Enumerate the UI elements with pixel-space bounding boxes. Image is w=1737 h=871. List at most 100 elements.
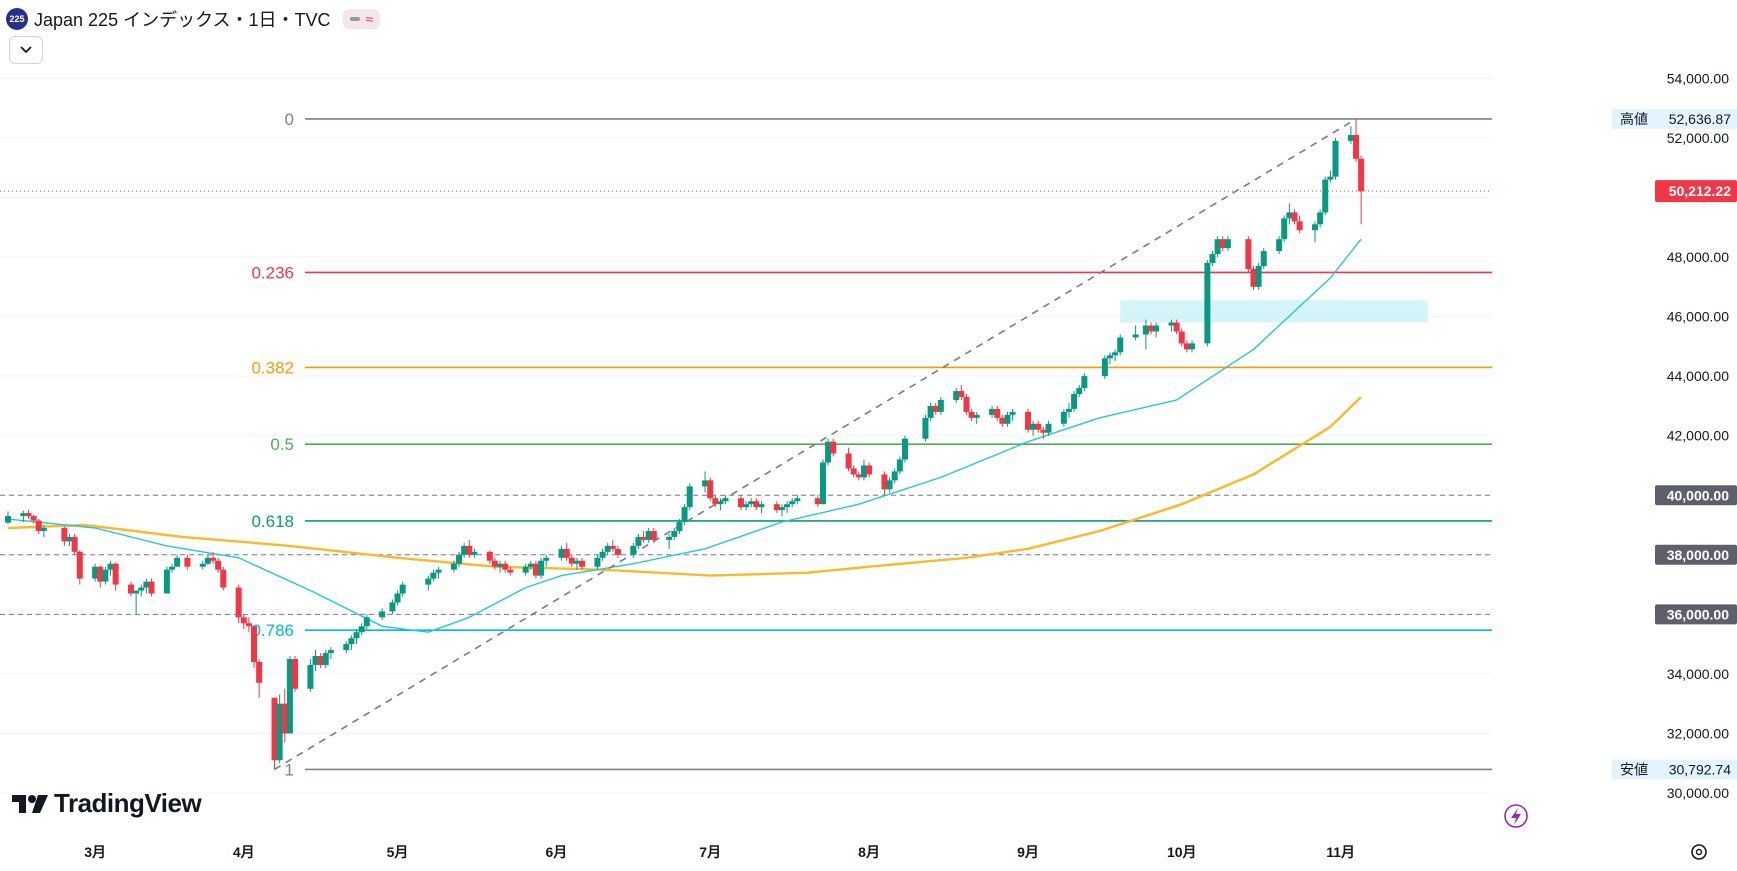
candle-body bbox=[1296, 221, 1303, 231]
candle bbox=[999, 414, 1006, 427]
candle bbox=[778, 504, 785, 517]
candle bbox=[25, 509, 32, 520]
candle-body bbox=[825, 441, 832, 463]
candle bbox=[819, 459, 826, 505]
candle-body bbox=[922, 417, 929, 439]
candle bbox=[102, 566, 109, 585]
candle-body bbox=[1132, 334, 1139, 338]
candle-body bbox=[1009, 411, 1016, 415]
candle bbox=[538, 557, 545, 579]
gear-ring bbox=[1691, 844, 1707, 860]
price-axis-label: 54,000.00 bbox=[1667, 70, 1729, 86]
candle-body bbox=[989, 408, 996, 415]
candle-body bbox=[327, 650, 334, 654]
candle bbox=[953, 388, 960, 403]
candle bbox=[204, 554, 211, 566]
candle bbox=[143, 578, 150, 594]
candle-body bbox=[609, 545, 616, 549]
candle-body bbox=[1327, 176, 1334, 180]
price-axis-label: 30,000.00 bbox=[1667, 785, 1729, 801]
candle bbox=[1147, 322, 1154, 335]
candle-body bbox=[1147, 325, 1154, 332]
candle-body bbox=[1188, 343, 1195, 350]
time-axis-label: 5月 bbox=[387, 844, 409, 860]
candle bbox=[866, 462, 873, 478]
candle bbox=[1286, 203, 1293, 225]
candle bbox=[1332, 137, 1339, 180]
candle-body bbox=[630, 545, 637, 555]
candle-body bbox=[558, 548, 565, 558]
candle bbox=[435, 566, 442, 579]
candle bbox=[276, 694, 283, 764]
candle-body bbox=[30, 516, 37, 521]
candle-body bbox=[814, 498, 821, 505]
price-axis-label: 42,000.00 bbox=[1667, 428, 1729, 444]
candle bbox=[497, 560, 504, 573]
candle bbox=[568, 554, 575, 567]
candle bbox=[958, 385, 965, 400]
chart-title[interactable]: Japan 225 インデックス・1日・TVC bbox=[34, 10, 331, 30]
candle-body bbox=[107, 563, 114, 570]
round-level-tag-label: 40,000.00 bbox=[1667, 487, 1729, 503]
candle-body bbox=[686, 486, 693, 508]
candle-body bbox=[994, 408, 1001, 418]
candle-body bbox=[245, 623, 252, 627]
symbol-badge[interactable]: 225 bbox=[6, 8, 28, 30]
candle-body bbox=[163, 569, 170, 594]
low-marker-value: 30,792.74 bbox=[1669, 761, 1731, 777]
candle bbox=[1317, 209, 1324, 228]
candle bbox=[1296, 215, 1303, 234]
candle-body bbox=[1060, 411, 1067, 424]
candle-body bbox=[1358, 158, 1365, 192]
candle bbox=[1142, 319, 1149, 350]
ma-long-line bbox=[7, 396, 1362, 577]
candle bbox=[1224, 236, 1231, 252]
candle-body bbox=[753, 501, 760, 508]
candle-body bbox=[317, 656, 324, 665]
candle-body bbox=[1173, 322, 1180, 332]
candle bbox=[312, 650, 319, 671]
candle-body bbox=[671, 530, 678, 537]
candle-body bbox=[1209, 254, 1216, 264]
candle bbox=[845, 447, 852, 472]
candle bbox=[599, 548, 606, 561]
candle-body bbox=[860, 465, 867, 478]
candle bbox=[486, 550, 493, 564]
lightning-event-icon[interactable] bbox=[1504, 804, 1528, 828]
candle-body bbox=[773, 504, 780, 511]
fib-level-label: 0.382 bbox=[251, 358, 294, 377]
candle-body bbox=[1353, 134, 1360, 159]
candle-body bbox=[1219, 239, 1226, 249]
candle bbox=[650, 528, 657, 543]
candle bbox=[989, 405, 996, 418]
candle-body bbox=[1071, 394, 1078, 409]
candle-body bbox=[958, 391, 965, 397]
candle bbox=[502, 560, 509, 573]
candle-body bbox=[717, 501, 724, 505]
candle-body bbox=[102, 569, 109, 582]
price-axis-label: 46,000.00 bbox=[1667, 309, 1729, 325]
candle-body bbox=[358, 626, 365, 633]
candle bbox=[76, 550, 83, 585]
candle bbox=[456, 551, 463, 567]
candle bbox=[240, 614, 247, 630]
candle-body bbox=[251, 626, 258, 662]
candle bbox=[251, 626, 258, 668]
candle bbox=[1250, 265, 1257, 290]
candle-body bbox=[1281, 218, 1288, 240]
settings-gear-icon[interactable] bbox=[1691, 844, 1707, 860]
candle-body bbox=[322, 653, 329, 665]
candle-body bbox=[343, 644, 350, 651]
candle bbox=[937, 396, 944, 415]
candle bbox=[543, 554, 550, 567]
candle bbox=[881, 471, 888, 496]
tradingview-logo[interactable]: TradingView bbox=[12, 788, 202, 819]
candle-body bbox=[25, 513, 32, 517]
collapse-legend-button[interactable] bbox=[9, 36, 43, 64]
status-pill[interactable]: ≈ bbox=[342, 9, 381, 29]
candle bbox=[1106, 352, 1113, 365]
candle-body bbox=[1250, 268, 1257, 287]
candle bbox=[1071, 391, 1078, 412]
